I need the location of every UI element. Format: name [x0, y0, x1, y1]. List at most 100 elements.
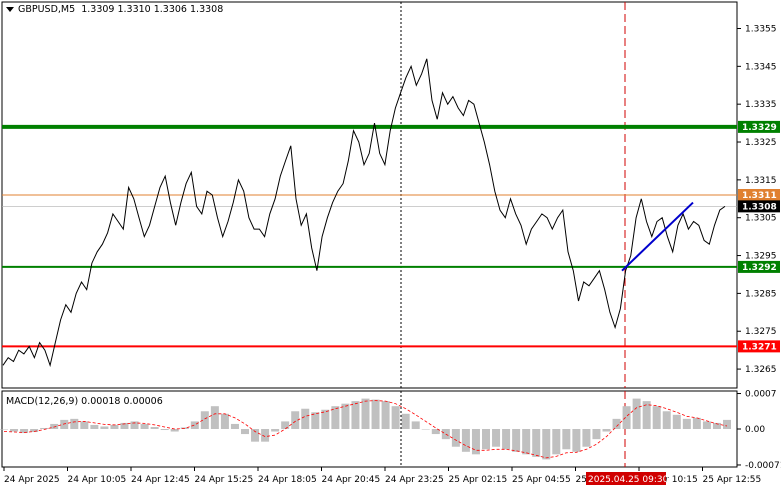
macd-bar [311, 412, 320, 429]
macd-bar [542, 429, 551, 460]
macd-bar [40, 427, 49, 429]
time-label: 24 Apr 2025 [4, 475, 60, 485]
price-tag-2: 1.3308 [742, 202, 777, 212]
price-tag-bg-4 [738, 340, 780, 353]
macd-bar [0, 429, 8, 430]
macd-bar [512, 429, 521, 452]
price-tag-0: 1.3329 [742, 123, 777, 133]
macd-bar [261, 429, 270, 442]
macd-bar [291, 411, 300, 429]
price-tick-label: 1.3295 [745, 252, 777, 262]
price-tick-label: 1.3335 [745, 100, 777, 110]
price-tick-label: 1.3275 [745, 327, 777, 337]
macd-bar [431, 429, 440, 435]
macd-bar [271, 429, 280, 432]
macd-bar [592, 429, 601, 440]
macd-bar [120, 422, 129, 429]
price-tick-label: 1.3285 [745, 289, 777, 299]
macd-bar [220, 413, 229, 429]
macd-bar [482, 429, 490, 450]
price-tick-label: 1.3305 [745, 214, 777, 224]
price-tag-bg-2 [738, 200, 780, 213]
macd-bar [341, 403, 350, 429]
price-tag-4: 1.3271 [742, 342, 777, 352]
macd-axis-label: -0.00071 [745, 461, 781, 471]
macd-bar [241, 429, 249, 435]
time-label: 24 Apr 20:45 [322, 475, 381, 485]
macd-bar [60, 419, 69, 429]
macd-bar [692, 417, 701, 429]
macd-bar [381, 401, 390, 429]
macd-bar [130, 421, 139, 429]
symbol-header: GBPUSD,M5 1.3309 1.3310 1.3306 1.3308 [6, 4, 223, 15]
price-tag-bg-1 [738, 189, 780, 201]
macd-bar [652, 406, 661, 429]
macd-bar [391, 406, 400, 429]
macd-bar [702, 421, 711, 429]
macd-bar [100, 426, 109, 429]
macd-bar [532, 429, 541, 457]
price-tick-label: 1.3265 [745, 365, 777, 375]
macd-bar [150, 426, 159, 429]
time-label: 25 Apr 04:55 [512, 475, 571, 485]
macd-bar [321, 409, 330, 429]
macd-bar [662, 411, 671, 429]
macd-header: MACD(12,26,9) 0.00018 0.00006 [6, 396, 163, 407]
macd-bar [632, 398, 641, 429]
macd-bar [251, 429, 260, 442]
time-label: 25 Apr 12:55 [703, 475, 762, 485]
macd-bar [642, 401, 651, 429]
macd-bar [602, 429, 611, 432]
price-tick-label: 1.3315 [745, 176, 777, 186]
macd-bar [190, 421, 199, 429]
time-label: 24 Apr 12:45 [131, 475, 190, 485]
time-label: 24 Apr 10:05 [68, 475, 127, 485]
ohlc-values: 1.3309 1.3310 1.3306 1.3308 [81, 4, 224, 15]
time-label: 24 Apr 15:25 [195, 475, 254, 485]
macd-signal-line [3, 400, 728, 459]
macd-bar [421, 429, 430, 430]
macd-bar [401, 413, 410, 429]
macd-bar [30, 429, 39, 433]
price-tag-1: 1.3311 [742, 191, 777, 201]
macd-bar [200, 411, 209, 429]
macd-bar [492, 429, 501, 447]
macd-axis-label: 0.0007 [745, 390, 777, 400]
macd-bar [552, 429, 561, 455]
macd-bar [230, 423, 239, 429]
price-tag-3: 1.3292 [742, 263, 777, 273]
time-highlight-bg [586, 472, 666, 485]
macd-bar [672, 414, 681, 429]
time-highlight-label: 2025.04.25 09:30 [588, 475, 669, 485]
macd-bar [140, 423, 149, 429]
time-label: 25 Apr 10:15 [639, 475, 698, 485]
macd-bar [522, 429, 531, 455]
macd-bar [351, 401, 360, 429]
macd-bar [160, 429, 169, 431]
macd-bar [562, 429, 571, 450]
macd-bar [582, 429, 591, 447]
macd-bar [20, 429, 29, 434]
macd-bar [50, 423, 59, 429]
macd-bar [301, 408, 310, 429]
macd-bar [80, 421, 89, 429]
dropdown-triangle-icon[interactable] [6, 7, 14, 12]
macd-bar [572, 429, 581, 452]
macd-bar [371, 399, 380, 429]
macd-bar [90, 424, 99, 429]
macd-bar [281, 421, 290, 429]
macd-bar [723, 419, 731, 429]
macd-bar [622, 406, 631, 429]
symbol-timeframe: GBPUSD,M5 [18, 4, 76, 15]
macd-bar [210, 406, 219, 429]
time-label: 24 Apr 18:05 [258, 475, 317, 485]
macd-bar [451, 429, 460, 447]
macd-bar [502, 429, 511, 450]
macd-bar [10, 429, 19, 432]
price-line [2, 58, 726, 368]
macd-bar [461, 429, 470, 452]
trend-line [621, 201, 694, 272]
macd-bar [612, 418, 621, 429]
